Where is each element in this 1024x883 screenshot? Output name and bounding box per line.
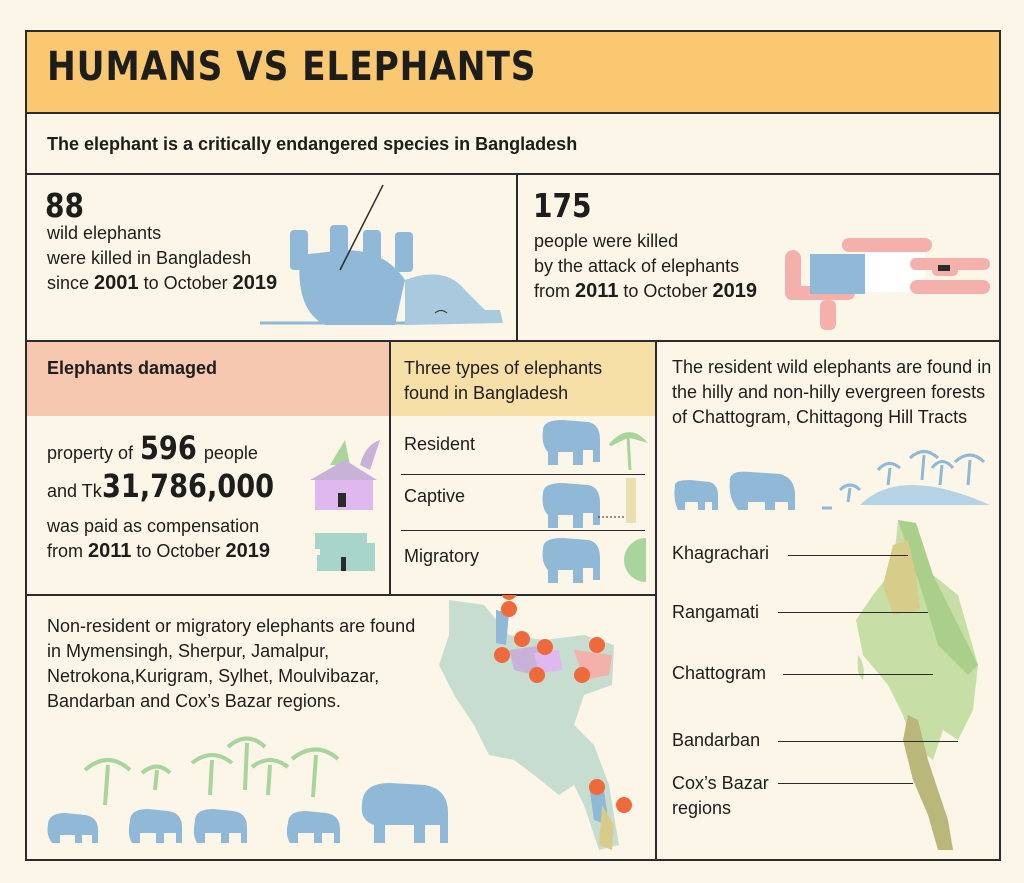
people-killed-line1: people were killed <box>534 231 679 251</box>
page-title: HUMANS VS ELEPHANTS <box>47 44 537 90</box>
damage-header <box>27 342 389 416</box>
damage-period: from 2011 to October 2019 <box>47 540 270 562</box>
people-killed-period: from 2011 to October 2019 <box>534 280 757 302</box>
subtitle: The elephant is a critically endangered … <box>47 134 578 154</box>
resident-scene-illustration <box>674 450 990 510</box>
people-killed-line2: by the attack of elephants <box>534 256 740 276</box>
migratory-elephant-icon <box>542 538 646 583</box>
divider <box>401 530 645 531</box>
elephants-killed-line1: wild elephants <box>47 223 162 243</box>
type-captive: Captive <box>404 486 466 506</box>
region-khagrachari: Khagrachari <box>672 543 770 563</box>
divider <box>25 173 1001 175</box>
migratory-elephants-palms-illustration <box>47 736 448 843</box>
header-banner: HUMANS VS ELEPHANTS <box>25 30 1001 114</box>
resident-elephant-icon <box>542 420 649 471</box>
leader-line <box>788 555 908 556</box>
elephants-killed-period: since 2001 to October 2019 <box>47 272 278 294</box>
damage-amount-line: and Tk31,786,000 <box>47 467 274 505</box>
damage-people-line: property of 596 people <box>47 429 258 467</box>
damage-people-count: 596 <box>140 429 197 467</box>
region-chattogram: Chattogram <box>672 663 767 683</box>
damaged-house-money-illustration <box>310 440 380 571</box>
elephants-killed-count: 88 <box>45 186 85 225</box>
resident-description: The resident wild elephants are found in… <box>672 357 992 427</box>
chittagong-map <box>856 520 978 850</box>
damage-line3: was paid as compensation <box>47 516 260 536</box>
people-killed-count: 175 <box>533 186 592 225</box>
leader-line <box>783 674 933 675</box>
types-header <box>391 342 655 416</box>
region-bandarban: Bandarban <box>672 730 761 750</box>
elephants-killed-line2: were killed in Bangladesh <box>47 248 252 268</box>
migratory-description: Non-resident or migratory elephants are … <box>47 616 416 711</box>
leader-line <box>778 783 913 784</box>
bangladesh-map <box>439 595 632 850</box>
types-heading: Three types of elephants found in Bangla… <box>404 358 603 403</box>
divider <box>389 340 391 595</box>
infographic-frame <box>25 30 1001 861</box>
compensation-amount: 31,786,000 <box>101 467 274 505</box>
divider <box>25 340 1001 342</box>
dead-elephant-illustration <box>260 184 503 325</box>
damage-heading: Elephants damaged <box>47 358 218 378</box>
region-coxs-bazar: Cox’s Bazar regions <box>672 773 769 818</box>
divider <box>655 340 657 861</box>
region-rangamati: Rangamati <box>672 602 760 622</box>
leader-line <box>778 741 958 742</box>
fallen-person-illustration <box>785 238 990 330</box>
leader-line <box>778 612 928 613</box>
type-migratory: Migratory <box>404 546 480 566</box>
elephant-types-icons <box>542 420 649 583</box>
divider <box>401 474 645 475</box>
type-resident: Resident <box>404 434 476 454</box>
captive-elephant-icon <box>542 478 636 528</box>
divider <box>516 173 518 341</box>
divider <box>25 594 657 596</box>
